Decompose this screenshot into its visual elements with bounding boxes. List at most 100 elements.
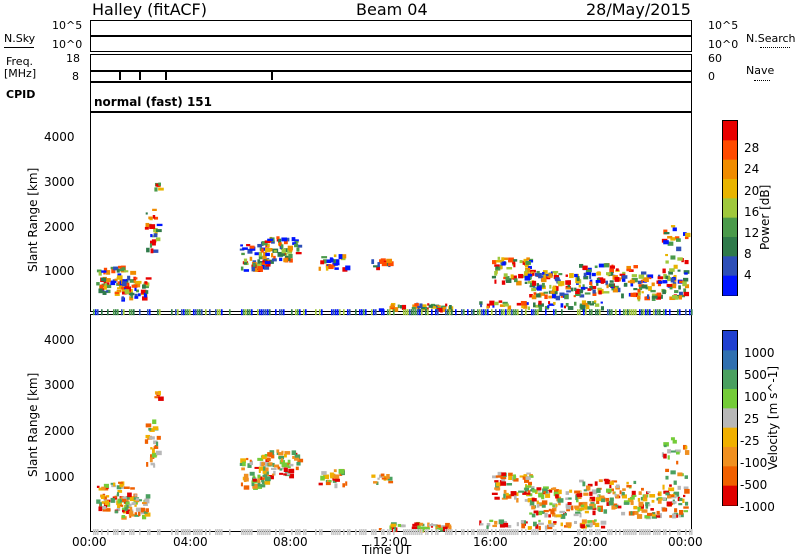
power-echo xyxy=(391,307,394,311)
power-ground-echo xyxy=(201,309,203,316)
velocity-echo xyxy=(342,483,346,488)
power-echo xyxy=(265,252,270,257)
velocity-echo xyxy=(134,504,137,507)
velocity-echo xyxy=(630,500,634,506)
velocity-cbar-tick: 25 xyxy=(744,412,760,426)
velocity-echo xyxy=(621,491,625,496)
power-echo xyxy=(651,282,655,287)
velocity-echo xyxy=(582,522,586,526)
xtick: 16:00 xyxy=(473,535,508,549)
power-echo xyxy=(667,235,673,239)
velocity-ground-echo xyxy=(415,529,417,536)
velocity-ground-echo xyxy=(349,529,351,536)
power-echo xyxy=(120,286,126,290)
power-echo xyxy=(587,301,592,305)
power-echo xyxy=(264,261,271,265)
velocity-echo xyxy=(100,505,106,510)
power-echo xyxy=(371,259,375,265)
power-echo xyxy=(667,275,671,281)
power-echo xyxy=(99,284,104,290)
power-ground-echo xyxy=(631,309,633,316)
power-echo xyxy=(249,256,253,261)
power-echo xyxy=(243,269,250,272)
velocity-echo xyxy=(489,519,494,523)
power-echo xyxy=(641,291,644,294)
power-echo xyxy=(129,288,133,293)
velocity-echo xyxy=(269,450,275,454)
velocity-echo xyxy=(678,513,681,518)
power-ground-echo xyxy=(205,309,207,316)
velocity-echo xyxy=(596,488,601,493)
velocity-ground-echo xyxy=(175,529,177,536)
velocity-echo xyxy=(627,497,634,503)
power-ground-echo xyxy=(663,309,665,316)
velocity-echo xyxy=(548,514,551,518)
power-ground-echo xyxy=(115,309,117,316)
velocity-echo xyxy=(449,524,452,529)
power-echo xyxy=(276,236,280,240)
power-ground-echo xyxy=(481,309,483,316)
velocity-echo xyxy=(134,512,138,516)
velocity-echo xyxy=(494,496,500,500)
power-echo xyxy=(662,280,668,284)
velocity-echo xyxy=(251,482,255,487)
velocity-ground-echo xyxy=(267,529,269,536)
velocity-ground-echo xyxy=(425,529,427,536)
velocity-echo xyxy=(279,472,284,475)
power-ground-echo xyxy=(445,309,447,316)
power-ground-echo xyxy=(361,309,363,316)
power-echo xyxy=(252,263,256,267)
power-echo xyxy=(150,234,153,238)
power-echo xyxy=(662,289,666,295)
power-ground-echo xyxy=(157,309,159,316)
power-ground-echo xyxy=(591,309,593,316)
power-echo xyxy=(105,290,109,293)
velocity-ytick: 1000 xyxy=(44,470,75,484)
velocity-echo xyxy=(650,508,654,511)
velocity-ground-echo xyxy=(409,529,411,536)
power-echo xyxy=(114,292,120,295)
power-echo xyxy=(525,260,531,265)
velocity-ground-echo xyxy=(419,529,421,536)
velocity-echo xyxy=(582,481,586,487)
power-ground-echo xyxy=(269,309,271,316)
velocity-echo xyxy=(684,488,690,494)
power-ground-echo xyxy=(249,309,251,316)
power-echo xyxy=(606,272,611,276)
velocity-ground-echo xyxy=(649,529,651,536)
cpid-label: CPID xyxy=(6,88,36,101)
velocity-ground-echo xyxy=(245,529,247,536)
power-ground-echo xyxy=(599,309,601,316)
velocity-echo xyxy=(557,498,564,503)
power-echo xyxy=(258,255,263,260)
velocity-echo xyxy=(284,472,290,476)
velocity-ground-echo xyxy=(427,529,429,536)
velocity-echo xyxy=(575,499,579,503)
power-ground-echo xyxy=(319,309,321,316)
velocity-ground-echo xyxy=(131,529,133,536)
power-echo xyxy=(105,282,110,286)
power-ground-echo xyxy=(339,309,341,316)
velocity-echo xyxy=(626,484,632,488)
velocity-echo xyxy=(591,489,598,495)
velocity-echo xyxy=(280,458,283,463)
velocity-ground-echo xyxy=(525,529,527,536)
velocity-ground-echo xyxy=(215,529,217,536)
velocity-echo xyxy=(494,480,499,483)
velocity-echo xyxy=(261,454,267,460)
velocity-ground-echo xyxy=(431,529,433,536)
velocity-echo xyxy=(440,528,444,532)
velocity-echo xyxy=(577,508,582,512)
velocity-echo xyxy=(537,503,540,508)
velocity-echo xyxy=(538,502,543,507)
power-echo xyxy=(516,280,522,286)
velocity-echo xyxy=(278,455,285,460)
power-echo xyxy=(283,240,288,245)
velocity-echo xyxy=(633,505,638,510)
power-echo xyxy=(425,307,428,311)
velocity-echo xyxy=(657,493,660,496)
velocity-echo xyxy=(603,478,607,482)
power-ground-echo xyxy=(633,309,635,316)
velocity-echo xyxy=(262,474,268,478)
power-ground-echo xyxy=(215,309,217,316)
